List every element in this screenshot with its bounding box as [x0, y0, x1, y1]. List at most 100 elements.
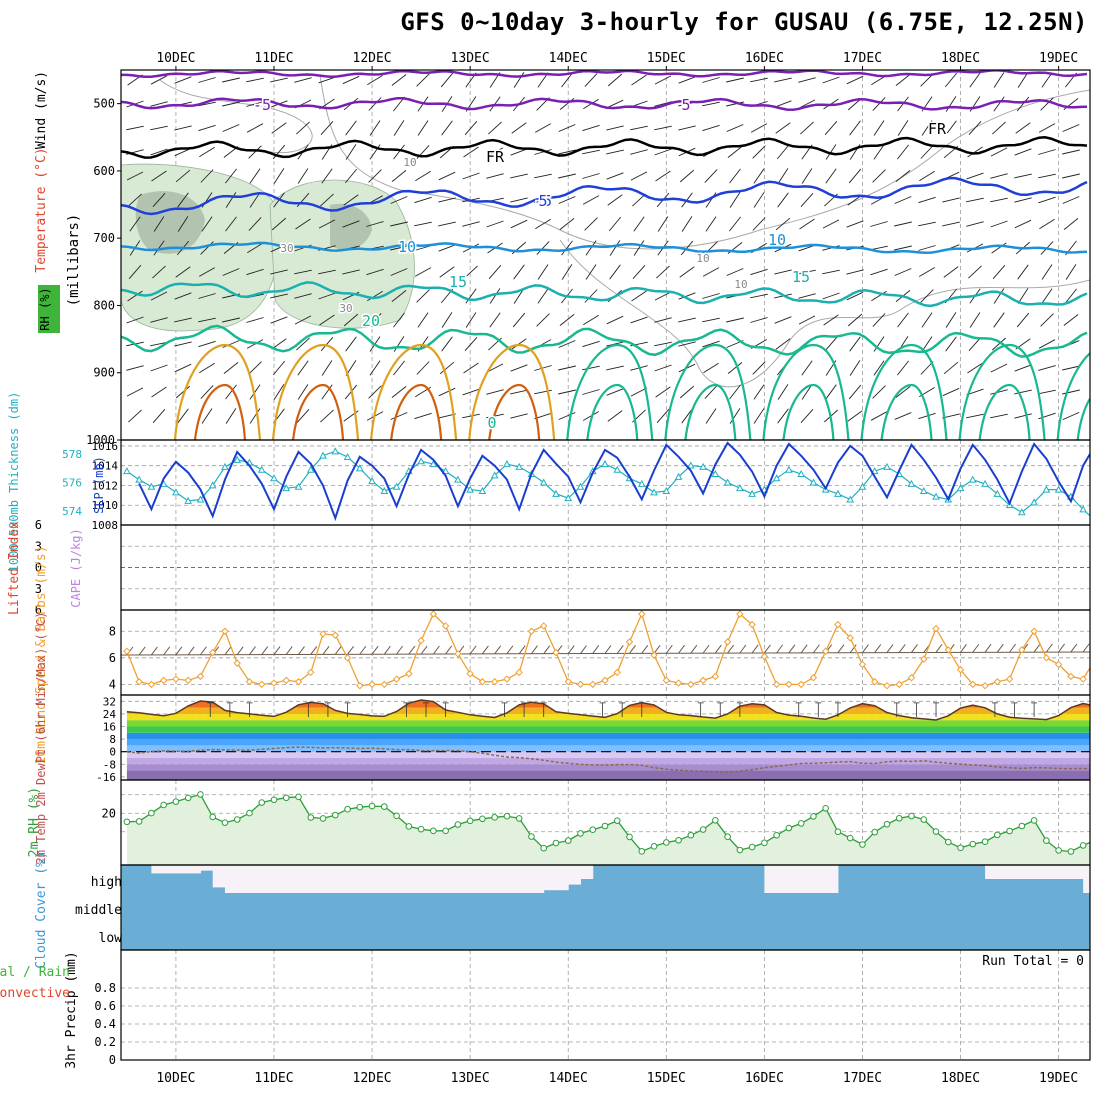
wind-barb-10m — [506, 645, 514, 655]
temp-band — [126, 707, 1090, 714]
wind-barb — [942, 387, 960, 397]
wind-barb — [513, 72, 525, 88]
thickness-point — [883, 462, 891, 470]
wind-barb — [752, 361, 766, 375]
wind-barb — [561, 240, 573, 256]
precip-ytick-label: 0.6 — [94, 999, 116, 1013]
rh-point — [969, 840, 977, 848]
temp2m-plot — [121, 699, 1090, 780]
cloud-high-clear — [519, 865, 532, 893]
wind-barb — [416, 361, 430, 375]
contour-label: -5 — [534, 192, 552, 210]
wind-barb — [128, 193, 142, 207]
cloud-high-clear — [801, 865, 814, 893]
wind-barb — [584, 217, 598, 231]
wind-barb — [1040, 97, 1054, 111]
wind-speed-point — [147, 680, 156, 689]
thickness-point — [147, 482, 156, 490]
thickness-point — [1079, 505, 1087, 513]
wind-barb — [441, 120, 453, 136]
wind-barb — [1038, 149, 1056, 155]
temp-contour-fr — [121, 136, 1088, 159]
wind-speed-point — [638, 610, 646, 618]
wind-barb — [270, 269, 288, 275]
wind-speed-point — [196, 672, 205, 681]
temp-band — [126, 701, 1090, 708]
wind-barb — [606, 99, 624, 109]
wind-barb — [679, 266, 695, 278]
wind-barb — [702, 101, 720, 107]
wind-barb — [801, 168, 813, 184]
wind-barb-10m — [886, 644, 894, 653]
wind-barb — [294, 293, 312, 299]
wind-barb — [270, 77, 288, 83]
wind-barb — [198, 267, 216, 277]
contour-label: -5 — [253, 96, 271, 114]
wind-barb — [777, 192, 789, 208]
wind-barb — [511, 122, 527, 134]
rh-point — [479, 815, 486, 823]
wind-speed-point — [920, 655, 928, 663]
wind-barb — [847, 313, 863, 327]
thickness-point — [1092, 518, 1098, 524]
thickness-point — [380, 486, 389, 494]
wind-barb-10m — [224, 646, 232, 655]
wind-barb — [150, 101, 168, 107]
wind-barb — [632, 264, 646, 280]
wind-barb — [296, 408, 310, 424]
thickness-point — [956, 484, 965, 492]
wind-barb — [968, 265, 982, 279]
rh-point — [773, 831, 780, 839]
cloud-high-clear — [776, 865, 790, 893]
wind-barb — [702, 77, 720, 83]
wind-barb — [366, 221, 384, 227]
wind-barb — [704, 385, 718, 399]
chart-title: GFS 0~10day 3-hourly for GUSAU (6.75E, 1… — [400, 8, 1088, 36]
rh-point — [577, 830, 584, 837]
wind-barb — [993, 96, 1005, 112]
thickness-point — [907, 479, 916, 487]
cloud-ytick-label: middle — [75, 903, 122, 918]
wind-barb — [894, 412, 912, 420]
wind-barb — [846, 291, 864, 301]
wind-speed-point — [723, 638, 732, 646]
wind-barb — [343, 313, 359, 327]
wind-barb — [198, 77, 216, 83]
wind-barb — [870, 221, 888, 227]
wind-barb — [174, 363, 192, 373]
precip-ytick-label: 0.8 — [94, 981, 116, 995]
wind-barb — [631, 290, 647, 302]
wind-barb — [248, 217, 262, 231]
wind-barb — [246, 101, 264, 107]
wind-speed-point — [429, 610, 438, 618]
temp2m-ytick-label: -16 — [96, 771, 116, 784]
wind-barb — [945, 312, 957, 328]
wind-barb — [345, 144, 357, 160]
rh-point — [1093, 837, 1099, 843]
wind-barb — [774, 77, 792, 83]
wind-barb — [777, 384, 789, 400]
wind-barb — [750, 77, 768, 83]
wind-barb — [1038, 389, 1056, 395]
rh-point — [822, 804, 829, 812]
wind-barb — [369, 144, 381, 160]
wind-barb — [630, 125, 648, 131]
wind-barb — [294, 269, 312, 275]
wind-barb — [606, 172, 624, 180]
wind-barb — [462, 221, 480, 227]
wind-barb — [150, 317, 168, 323]
cloud-high-clear — [457, 865, 471, 893]
wind-barb — [249, 408, 261, 424]
wind-barb — [127, 290, 143, 302]
wind-barb — [174, 292, 192, 300]
rh-point — [810, 813, 817, 820]
wind-barb — [726, 317, 744, 323]
wind-barb — [798, 269, 816, 275]
rh-point — [859, 841, 866, 848]
wind-barb — [126, 387, 144, 397]
wind-barb — [368, 313, 382, 327]
wind-barb — [873, 336, 885, 352]
wind-barb — [439, 361, 455, 375]
rh-point — [883, 820, 891, 828]
cloud-high-clear — [237, 865, 250, 893]
